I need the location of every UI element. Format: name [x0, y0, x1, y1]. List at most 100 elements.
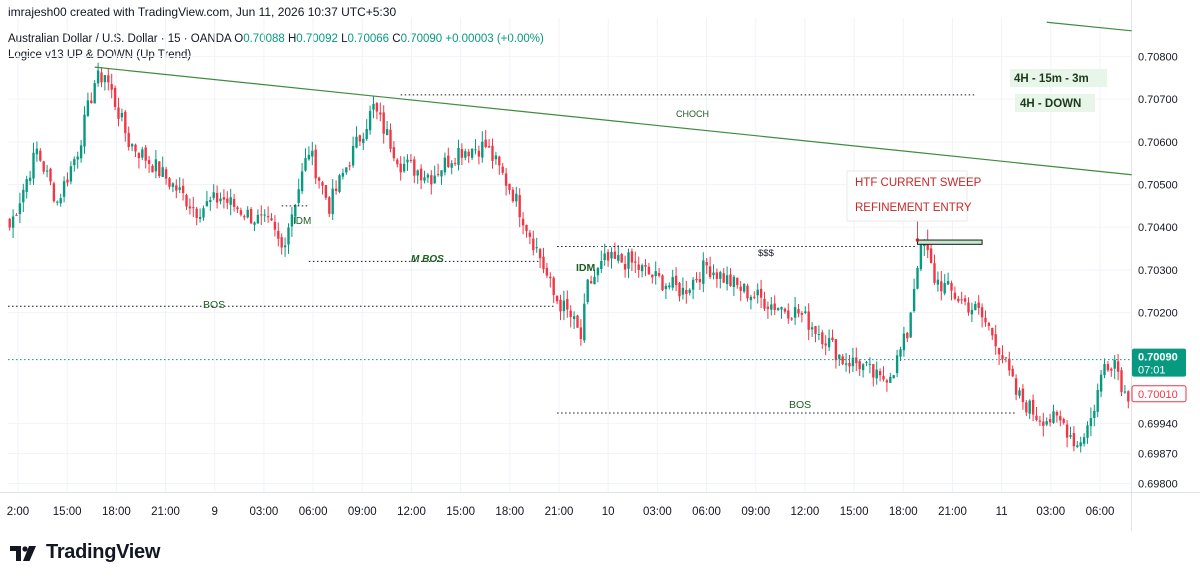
candle-body — [365, 128, 368, 140]
time-tick-label: 12:00 — [791, 506, 820, 518]
time-tick-label: 21:00 — [545, 506, 574, 518]
candle-body — [96, 70, 100, 84]
candle-body — [1031, 399, 1035, 415]
time-tick-label: 9 — [212, 506, 218, 518]
candle-body — [651, 274, 654, 278]
candle-body — [702, 260, 705, 284]
candle-body — [477, 150, 481, 157]
candle-body — [222, 197, 226, 200]
candle-body — [151, 165, 154, 173]
candle-body — [739, 286, 742, 291]
candle-body — [103, 75, 107, 83]
candle-body — [882, 375, 885, 380]
candle-body — [137, 152, 141, 159]
timeframe-tag: 4H - 15m - 3m — [1014, 73, 1089, 85]
candle-body — [25, 179, 28, 192]
last-price-label: 0.70090 — [1138, 352, 1178, 364]
candle-body — [722, 273, 725, 283]
candle-body — [209, 200, 212, 202]
ohlc-low: 0.70066 — [347, 33, 390, 45]
candle-body — [963, 298, 967, 302]
candle-body — [260, 214, 263, 216]
candle-body — [396, 159, 399, 165]
candle-body — [93, 83, 96, 104]
countdown-label: 07:01 — [1138, 365, 1166, 377]
candle-body — [457, 147, 460, 166]
candle-body — [933, 263, 936, 283]
annotation-bos-left: BOS — [203, 299, 225, 311]
candle-body — [974, 303, 977, 311]
candle-body — [107, 75, 110, 83]
candle-body — [253, 222, 256, 225]
tradingview-logo[interactable]: TradingView — [10, 541, 160, 564]
candle-body — [528, 232, 532, 237]
candle-body — [1021, 388, 1025, 403]
symbol-name: Australian Dollar / U.S. Dollar · 15 · O… — [8, 33, 232, 45]
candle-body — [450, 163, 453, 168]
candle-body — [246, 209, 249, 218]
candle-body — [501, 166, 504, 173]
trendline — [1046, 21, 1132, 32]
candle-body — [705, 262, 708, 266]
candle-body — [188, 206, 192, 209]
candle-body — [729, 274, 732, 287]
candle-body — [345, 167, 348, 173]
candle-body — [613, 251, 617, 259]
candle-body — [198, 217, 202, 219]
candle-body — [484, 139, 487, 148]
candle-body — [113, 87, 117, 108]
candle-body — [895, 355, 899, 374]
candle-body — [100, 72, 103, 83]
candle-body — [35, 148, 39, 155]
candle-body — [763, 298, 766, 309]
price-tick-label: 0.70500 — [1138, 180, 1178, 192]
candle-body — [419, 168, 423, 181]
time-tick-label: 03:00 — [643, 506, 672, 518]
candle-body — [759, 288, 763, 298]
candle-body — [753, 296, 756, 298]
candle-body — [389, 129, 392, 149]
tradingview-logo-text: TradingView — [46, 541, 161, 563]
candle-body — [406, 159, 409, 163]
candle-body — [872, 364, 875, 378]
candle-body — [338, 175, 341, 192]
candle-body — [644, 264, 647, 267]
candle-body — [691, 279, 695, 290]
time-tick-label: 11 — [996, 506, 1008, 518]
candle-body — [593, 276, 596, 285]
candle-body — [379, 112, 382, 115]
candle-body — [372, 103, 375, 110]
indicator-legend[interactable]: Logice v13 UP & DOWN (Up Trend) — [8, 49, 192, 61]
candle-body — [154, 159, 158, 172]
candle-body — [583, 303, 586, 341]
time-tick-label: 18:00 — [495, 506, 524, 518]
entry-zone-box — [917, 239, 983, 245]
candle-body — [719, 272, 722, 279]
candle-body — [436, 174, 440, 176]
candle-body — [780, 307, 783, 310]
candle-body — [681, 287, 685, 295]
candle-body — [634, 261, 637, 263]
candle-body — [355, 136, 358, 148]
candle-body — [814, 326, 817, 334]
candle-body — [797, 309, 800, 314]
candle-body — [1028, 400, 1031, 414]
candle-body — [569, 310, 572, 317]
candle-body — [1086, 425, 1089, 438]
candle-body — [1045, 421, 1048, 425]
candle-body — [56, 201, 59, 203]
candle-body — [848, 362, 851, 367]
candle-body — [453, 163, 457, 165]
candle-body — [685, 289, 688, 295]
candle-body — [117, 107, 120, 119]
tradingview-logo-icon — [10, 545, 36, 561]
candle-body — [229, 197, 232, 205]
candle-body — [1055, 411, 1059, 416]
time-tick-label: 15:00 — [53, 506, 82, 518]
candle-body — [950, 283, 953, 291]
candle-body — [69, 166, 73, 182]
candle-body — [855, 357, 858, 364]
candle-body — [413, 159, 416, 176]
candle-body — [249, 208, 253, 224]
